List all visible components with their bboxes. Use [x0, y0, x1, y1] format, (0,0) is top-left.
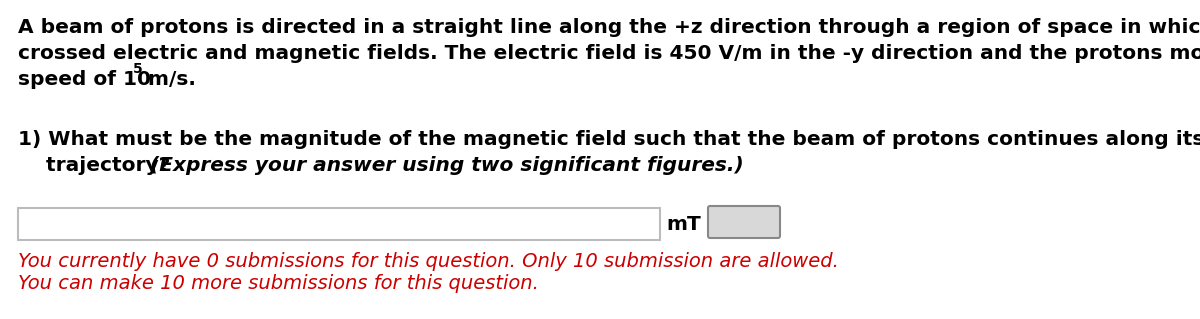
Text: mT: mT [666, 214, 701, 234]
Text: 1) What must be the magnitude of the magnetic field such that the beam of proton: 1) What must be the magnitude of the mag… [18, 130, 1200, 149]
Text: trajectory?: trajectory? [18, 156, 178, 175]
Text: m/s.: m/s. [142, 70, 196, 89]
Text: (Express your answer using two significant figures.): (Express your answer using two significa… [150, 156, 744, 175]
Text: 5: 5 [133, 62, 143, 76]
FancyBboxPatch shape [18, 208, 660, 240]
Text: A beam of protons is directed in a straight line along the +z direction through : A beam of protons is directed in a strai… [18, 18, 1200, 37]
FancyBboxPatch shape [708, 206, 780, 238]
Text: You currently have 0 submissions for this question. Only 10 submission are allow: You currently have 0 submissions for thi… [18, 252, 839, 271]
Text: Submit: Submit [710, 212, 778, 232]
Text: crossed electric and magnetic fields. The electric field is 450 V/m in the -y di: crossed electric and magnetic fields. Th… [18, 44, 1200, 63]
Text: speed of 10: speed of 10 [18, 70, 151, 89]
Text: You can make 10 more submissions for this question.: You can make 10 more submissions for thi… [18, 274, 539, 293]
